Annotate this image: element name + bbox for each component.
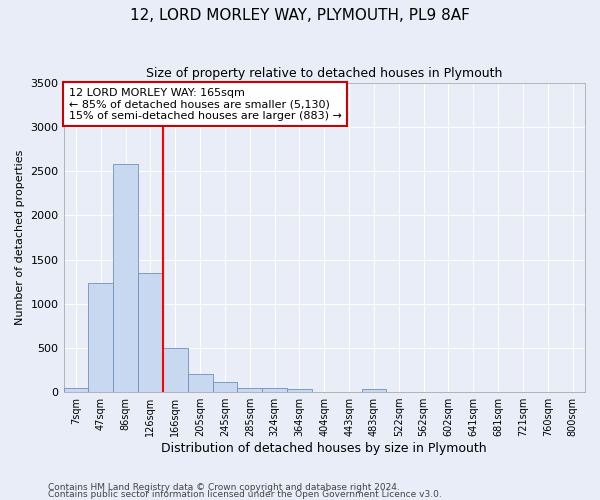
X-axis label: Distribution of detached houses by size in Plymouth: Distribution of detached houses by size … xyxy=(161,442,487,455)
Bar xyxy=(212,382,238,392)
Bar xyxy=(238,388,262,392)
Bar xyxy=(88,284,113,392)
Y-axis label: Number of detached properties: Number of detached properties xyxy=(15,150,25,326)
Title: Size of property relative to detached houses in Plymouth: Size of property relative to detached ho… xyxy=(146,68,502,80)
Bar xyxy=(188,374,212,392)
Text: 12 LORD MORLEY WAY: 165sqm
← 85% of detached houses are smaller (5,130)
15% of s: 12 LORD MORLEY WAY: 165sqm ← 85% of deta… xyxy=(69,88,341,121)
Bar xyxy=(262,388,287,392)
Text: Contains public sector information licensed under the Open Government Licence v3: Contains public sector information licen… xyxy=(48,490,442,499)
Bar xyxy=(362,390,386,392)
Bar xyxy=(163,348,188,392)
Bar xyxy=(138,273,163,392)
Bar xyxy=(287,390,312,392)
Bar xyxy=(113,164,138,392)
Text: 12, LORD MORLEY WAY, PLYMOUTH, PL9 8AF: 12, LORD MORLEY WAY, PLYMOUTH, PL9 8AF xyxy=(130,8,470,22)
Text: Contains HM Land Registry data © Crown copyright and database right 2024.: Contains HM Land Registry data © Crown c… xyxy=(48,484,400,492)
Bar xyxy=(64,388,88,392)
